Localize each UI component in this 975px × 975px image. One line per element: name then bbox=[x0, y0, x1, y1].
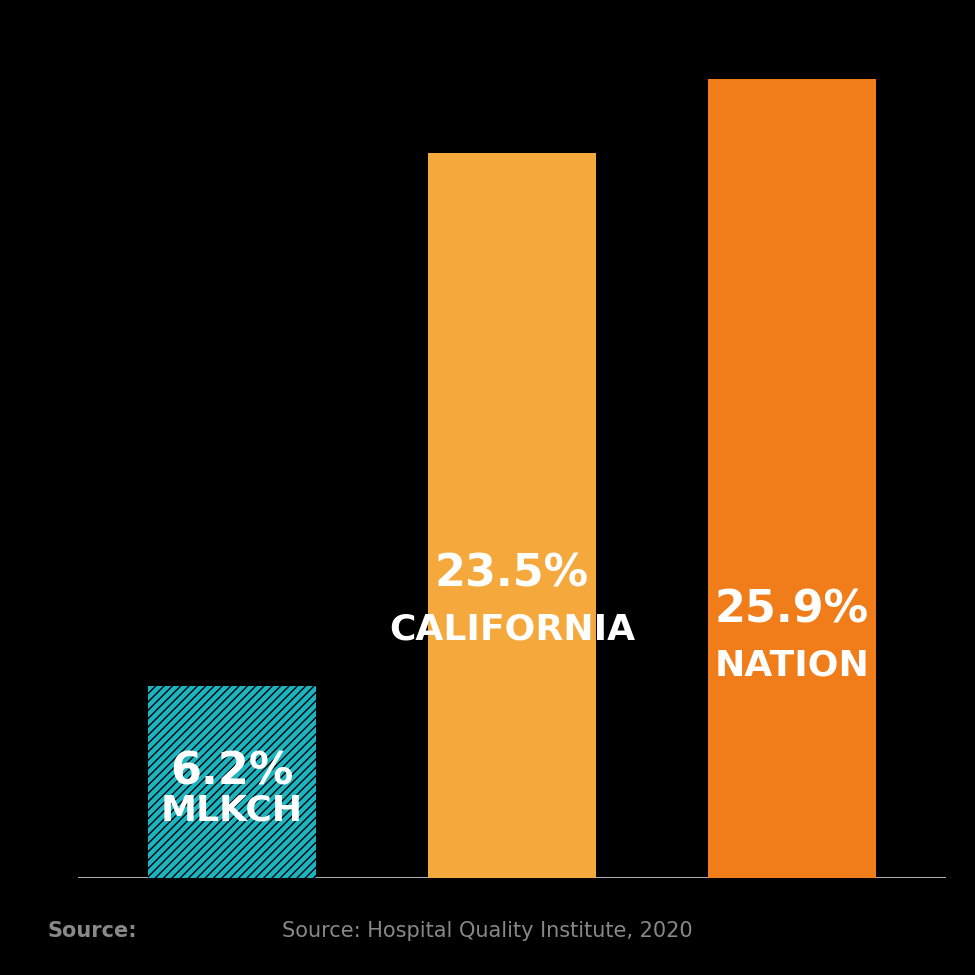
Text: NATION: NATION bbox=[715, 648, 870, 682]
Bar bbox=[148, 686, 316, 878]
Text: CALIFORNIA: CALIFORNIA bbox=[389, 613, 635, 646]
Bar bbox=[148, 686, 316, 878]
Bar bbox=[708, 79, 876, 878]
Text: Source:: Source: bbox=[48, 921, 137, 941]
Bar bbox=[428, 153, 596, 878]
Text: 23.5%: 23.5% bbox=[435, 553, 589, 596]
Text: MLKCH: MLKCH bbox=[161, 794, 303, 828]
Text: 6.2%: 6.2% bbox=[171, 751, 293, 794]
Text: 25.9%: 25.9% bbox=[715, 589, 869, 632]
Text: Source: Hospital Quality Institute, 2020: Source: Hospital Quality Institute, 2020 bbox=[282, 921, 693, 941]
